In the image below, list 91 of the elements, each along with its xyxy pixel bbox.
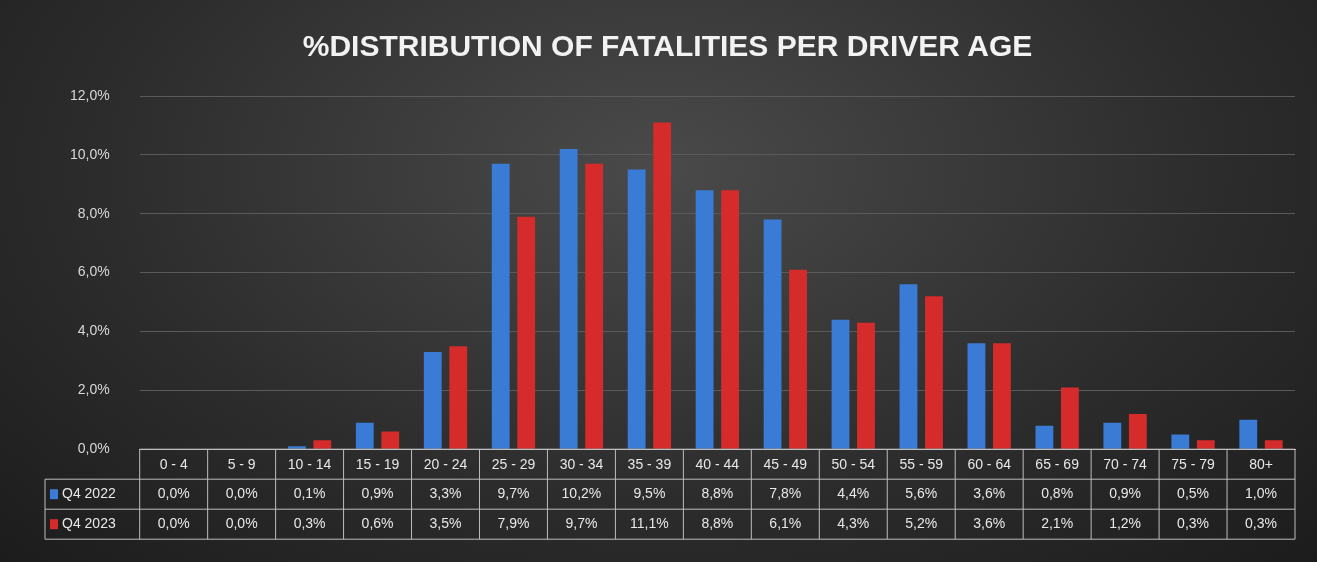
data-label: 0,3%: [1245, 515, 1277, 532]
data-label: 0,9%: [1109, 485, 1142, 502]
bar: [925, 296, 943, 449]
bar: [1103, 422, 1122, 449]
data-label: 3,5%: [429, 515, 462, 532]
data-label: 0,1%: [293, 485, 326, 502]
data-label: 1,2%: [1109, 515, 1142, 532]
data-label: 0,6%: [361, 515, 394, 532]
x-tick-label: 45 - 49: [763, 456, 808, 473]
bar: [1239, 419, 1258, 449]
y-tick-label: 4,0%: [77, 322, 110, 339]
legend-label: Q4 2022: [62, 485, 116, 502]
x-tick-label: 30 - 34: [559, 456, 604, 473]
bar: [517, 216, 536, 449]
data-label: 0,0%: [225, 485, 258, 502]
data-label: 6,1%: [769, 515, 802, 532]
bar: [763, 219, 782, 449]
data-label: 5,2%: [905, 515, 938, 532]
bar: [585, 163, 604, 449]
bar: [1171, 434, 1190, 449]
y-tick-label: 8,0%: [77, 204, 110, 221]
bar: [993, 343, 1011, 449]
x-tick-label: 60 - 64: [967, 456, 1012, 473]
bar: [559, 148, 578, 449]
x-tick-label: 5 - 9: [227, 456, 256, 473]
data-label: 7,9%: [497, 515, 530, 532]
data-label: 3,6%: [973, 485, 1006, 502]
data-label: 9,5%: [633, 485, 666, 502]
x-tick-label: 20 - 24: [423, 456, 468, 473]
bar: [491, 163, 510, 449]
bar: [899, 284, 918, 449]
data-label: 9,7%: [565, 515, 598, 532]
bar: [627, 169, 646, 449]
bar: [423, 352, 442, 449]
bar: [1128, 413, 1147, 449]
bar: [695, 190, 714, 449]
data-label: 0,0%: [225, 515, 258, 532]
bar: [355, 422, 374, 449]
x-tick-label: 75 - 79: [1171, 456, 1216, 473]
bar: [653, 122, 672, 449]
data-label: 5,6%: [905, 485, 938, 502]
bar: [789, 269, 807, 449]
bar: [721, 190, 740, 449]
x-tick-label: 10 - 14: [287, 456, 332, 473]
x-tick-label: 40 - 44: [695, 456, 740, 473]
data-label: 9,7%: [497, 485, 530, 502]
x-tick-label: 55 - 59: [899, 456, 944, 473]
x-tick-label: 70 - 74: [1103, 456, 1148, 473]
x-tick-label: 25 - 29: [491, 456, 536, 473]
data-label: 0,5%: [1177, 485, 1210, 502]
data-label: 0,3%: [1177, 515, 1210, 532]
data-label: 4,3%: [837, 515, 870, 532]
data-label: 4,4%: [837, 485, 870, 502]
data-label: 0,0%: [157, 485, 190, 502]
x-tick-label: 65 - 69: [1035, 456, 1080, 473]
data-label: 0,3%: [293, 515, 326, 532]
data-label: 3,3%: [429, 485, 462, 502]
y-tick-label: 6,0%: [77, 263, 110, 280]
bar: [313, 440, 332, 449]
data-label: 1,0%: [1245, 485, 1277, 502]
bar: [967, 343, 986, 449]
bar: [1060, 387, 1079, 449]
bar: [831, 319, 850, 449]
y-tick-label: 0,0%: [77, 440, 110, 457]
data-label: 8,8%: [701, 485, 734, 502]
data-label: 10,2%: [561, 485, 602, 502]
x-tick-label: 15 - 19: [355, 456, 400, 473]
bar: [857, 322, 875, 449]
x-tick-label: 35 - 39: [627, 456, 672, 473]
bar: [449, 346, 468, 449]
data-label: 8,8%: [701, 515, 734, 532]
bar: [381, 431, 400, 449]
data-label: 0,9%: [361, 485, 394, 502]
x-tick-label: 0 - 4: [159, 456, 188, 473]
bar: [287, 446, 306, 449]
data-label: 11,1%: [630, 515, 669, 532]
x-tick-label: 50 - 54: [831, 456, 876, 473]
bar: [1035, 425, 1054, 449]
chart-title: %DISTRIBUTION OF FATALITIES PER DRIVER AGE: [302, 29, 1033, 63]
y-tick-label: 2,0%: [77, 381, 110, 398]
x-tick-label: 80+: [1249, 456, 1273, 473]
data-label: 2,1%: [1041, 515, 1074, 532]
data-label: 3,6%: [973, 515, 1006, 532]
data-label: 0,8%: [1041, 485, 1074, 502]
y-tick-label: 12,0%: [69, 86, 110, 103]
data-label: 7,8%: [769, 485, 802, 502]
legend-label: Q4 2023: [62, 515, 116, 532]
y-tick-label: 10,0%: [69, 145, 110, 162]
bar: [1264, 440, 1283, 449]
data-label: 0,0%: [157, 515, 190, 532]
bar: [1196, 440, 1215, 449]
